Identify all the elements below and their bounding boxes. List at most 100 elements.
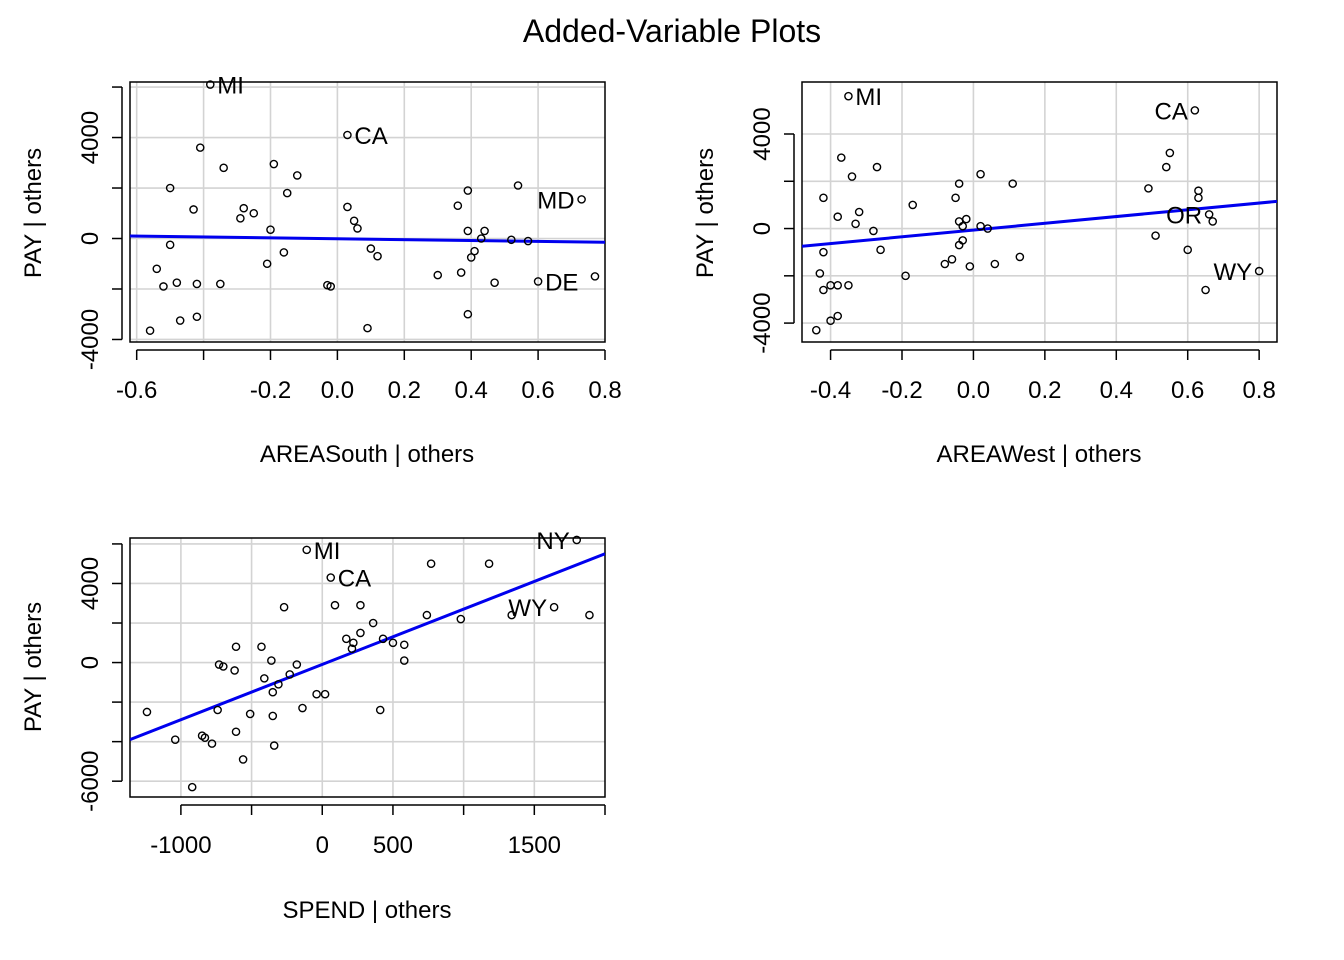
panel-areasouth-point (577, 195, 586, 204)
panel-spend-point (484, 559, 494, 569)
panel-areawest-fit-line (802, 199, 1277, 248)
panel-areawest-point (1194, 186, 1203, 196)
panel-spend-x-tick-label: 0 (316, 832, 329, 859)
panel-areawest-point (819, 285, 828, 295)
panel-areawest-point (940, 259, 950, 269)
panel-areawest-point-label: CA (1155, 98, 1188, 125)
panel-spend-point (142, 707, 152, 717)
panel-areawest-point (854, 207, 864, 217)
panel-areawest-point (833, 212, 843, 222)
panel-areawest-frame (801, 81, 1278, 343)
panel-areasouth-data-area (130, 234, 605, 244)
panel-areasouth-point (523, 236, 533, 246)
panel-areawest-point (826, 316, 835, 326)
panel-areasouth-fit-line (130, 234, 605, 244)
panel-areawest-point (1183, 245, 1193, 255)
panel-spend-point (378, 634, 388, 644)
panel-spend-point (268, 711, 278, 721)
panel-areawest-point (811, 325, 821, 335)
panel-areawest: AREAWest | others PAY | others (692, 148, 1141, 468)
panel-spend-point-label: WY (508, 595, 547, 622)
panel-areawest-point (965, 262, 975, 271)
panel-spend-point (422, 610, 432, 620)
panel-areawest-y-tick-label: -4000 (749, 292, 776, 353)
panel-spend-frame (129, 537, 606, 798)
panel-spend-point (231, 727, 241, 737)
panel-areawest-x-tick-label: 0.2 (1028, 377, 1061, 404)
panel-spend-xlabel: SPEND | others (283, 897, 452, 924)
panel-areawest-point (1144, 184, 1153, 193)
panel-spend: SPEND | others PAY | others (20, 602, 451, 924)
panel-spend-point (549, 602, 559, 612)
panel-spend-point (268, 687, 278, 697)
panel-areawest-xlabel: AREAWest | others (937, 441, 1142, 468)
panel-areawest-x-tick-label: 0.4 (1100, 377, 1133, 404)
panel-areasouth-point (363, 323, 372, 333)
panel-areasouth-point (236, 214, 245, 223)
panel-spend-point (187, 782, 197, 792)
panel-spend-point (257, 642, 266, 652)
panel-areawest-point (954, 240, 964, 250)
panel-areasouth-point (433, 270, 443, 280)
panel-spend-point (356, 628, 365, 638)
panel-areasouth-point (266, 225, 275, 234)
panel-areasouth-point (192, 279, 202, 289)
panel-spend-ylabel: PAY | others (20, 602, 47, 732)
panel-spend-point (356, 600, 365, 610)
panel-areasouth-point (476, 234, 486, 243)
panel-areasouth-point-label: DE (545, 269, 578, 296)
panel-spend-x-tick-label: 500 (373, 832, 413, 859)
panel-areawest-point (844, 91, 853, 101)
panel-areasouth-ylabel: PAY | others (20, 148, 47, 278)
panel-areasouth-y-tick-label: 0 (77, 232, 104, 245)
panel-areasouth-point (165, 183, 175, 193)
panel-spend-y-tick-label: -6000 (77, 750, 104, 811)
panel-areasouth-x-tick-label: 0.4 (455, 377, 488, 404)
panel-areasouth-point (216, 279, 225, 289)
panel-areawest-data-area (802, 199, 1277, 248)
panel-areasouth-x-tick-label: 0.8 (588, 377, 621, 404)
panel-areawest-y-tick-label: 0 (749, 222, 776, 235)
panel-spend-point (320, 689, 330, 699)
panel-areasouth-point (239, 203, 249, 213)
panel-areawest-ylabel: PAY | others (692, 148, 719, 278)
panel-areasouth-xlabel: AREASouth | others (260, 441, 474, 468)
panel-areawest-point (876, 245, 885, 255)
panel-spend-point (274, 680, 283, 689)
panel-spend-point (238, 755, 248, 764)
panel-spend-point (260, 674, 269, 683)
panel-areawest-point (851, 219, 860, 229)
panel-spend-y-tick-label: 0 (77, 656, 104, 669)
panel-areasouth-y-tick-label: 4000 (77, 111, 104, 164)
panel-areawest-point (833, 280, 843, 290)
panel-areawest-point (836, 153, 846, 162)
panel-areawest-point (954, 179, 964, 188)
panel-areasouth-point (456, 268, 466, 277)
panel-areasouth-point (292, 171, 302, 180)
panel-areasouth-point (466, 253, 476, 262)
panel-areasouth-point-label: MD (537, 187, 574, 214)
panel-areawest-point (951, 193, 960, 203)
panel-areawest-point (983, 224, 993, 233)
panel-spend-point (426, 559, 436, 569)
panel-areawest-point (844, 280, 853, 290)
panel-spend-data-area (130, 552, 605, 742)
panel-areawest-point (1161, 162, 1171, 172)
panel-areasouth-point (353, 224, 362, 233)
panel-areawest-point (869, 226, 878, 236)
panel-areawest-point-label: MI (855, 84, 882, 111)
panel-areasouth-point (282, 188, 292, 198)
panel-areasouth-point (470, 246, 479, 256)
panel-areawest-point (901, 271, 910, 281)
panel-areawest-point-label: WY (1213, 259, 1252, 286)
panel-areasouth-point (195, 143, 205, 152)
panel-spend-point (267, 656, 276, 665)
panel-areasouth-frame (129, 81, 606, 343)
panel-spend-point (312, 689, 321, 699)
panel-spend-point (326, 573, 336, 582)
panel-spend-point (399, 656, 409, 665)
panel-spend-point (399, 640, 409, 650)
panel-areasouth-x-tick-label: 0.0 (321, 377, 354, 404)
panel-areasouth: AREASouth | others PAY | others (20, 148, 474, 468)
